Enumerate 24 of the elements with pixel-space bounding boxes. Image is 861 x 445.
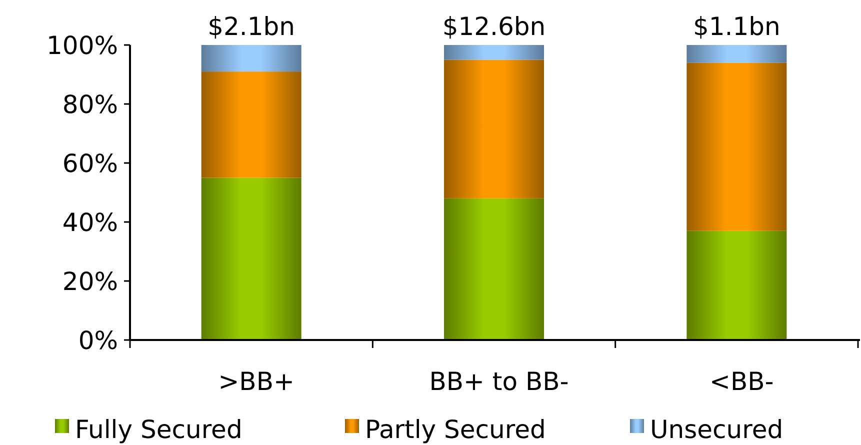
legend-label: Unsecured bbox=[650, 414, 784, 444]
legend-label: Partly Secured bbox=[365, 414, 546, 444]
y-tick-label: 0% bbox=[78, 326, 118, 355]
y-tick-label: 100% bbox=[46, 30, 118, 60]
bar bbox=[444, 198, 544, 340]
x-tick-label: >BB+ bbox=[218, 367, 294, 396]
y-tick-label: 40% bbox=[62, 208, 118, 237]
legend-label: Fully Secured bbox=[75, 414, 242, 444]
bar bbox=[201, 45, 302, 72]
annotation: $2.1bn bbox=[208, 12, 296, 41]
bar bbox=[444, 45, 544, 60]
bar bbox=[686, 230, 787, 340]
x-tick-label: <BB- bbox=[710, 367, 774, 396]
bar bbox=[686, 62, 787, 231]
bar bbox=[201, 178, 302, 340]
x-tick-label: BB+ to BB- bbox=[429, 367, 569, 396]
bar bbox=[201, 72, 302, 178]
y-tick-label: 20% bbox=[62, 266, 118, 296]
bar bbox=[444, 60, 544, 198]
y-tick-label: 80% bbox=[62, 90, 118, 119]
bar bbox=[686, 45, 787, 63]
y-tick-label: 60% bbox=[62, 148, 118, 178]
annotation: $1.1bn bbox=[692, 12, 780, 41]
annotation: $12.6bn bbox=[442, 12, 546, 41]
